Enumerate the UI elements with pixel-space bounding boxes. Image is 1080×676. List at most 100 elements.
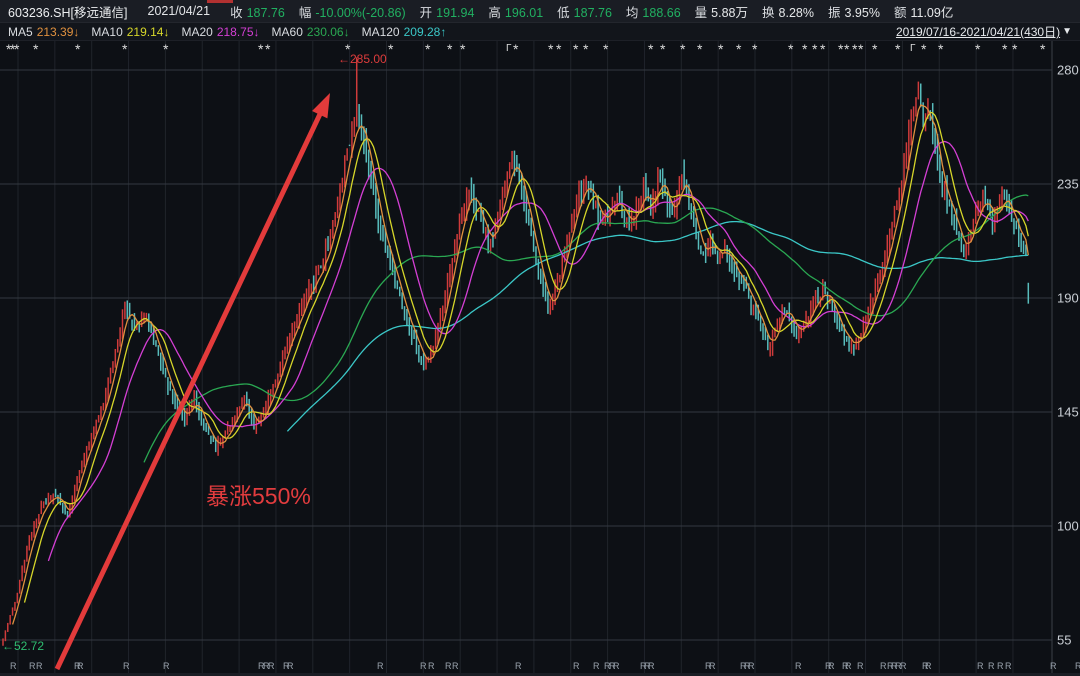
event-star-icon[interactable]: * (788, 41, 794, 57)
r-marker-icon[interactable]: R (420, 661, 427, 671)
r-marker-icon[interactable]: R (77, 661, 84, 671)
event-star-icon[interactable]: * (573, 41, 579, 57)
r-marker-icon[interactable]: R (997, 661, 1004, 671)
event-star-icon[interactable]: * (163, 41, 169, 57)
event-star-icon[interactable]: * (258, 41, 264, 57)
event-star-icon[interactable]: * (447, 41, 453, 57)
event-star-icon[interactable]: * (718, 41, 724, 57)
event-star-icon[interactable]: * (660, 41, 666, 57)
r-marker-icon[interactable]: R (887, 661, 894, 671)
r-marker-icon[interactable]: R (123, 661, 130, 671)
event-star-icon[interactable]: * (556, 41, 562, 57)
r-marker-icon[interactable]: R (573, 661, 580, 671)
r-marker-icon[interactable]: R (29, 661, 36, 671)
date-range-label[interactable]: 2019/07/16-2021/04/21(430日) (895, 25, 1061, 39)
chevron-down-icon[interactable]: ▼ (1062, 26, 1072, 37)
r-marker-icon[interactable]: R (922, 661, 929, 671)
r-marker-icon[interactable]: R (613, 661, 620, 671)
r-marker-icon[interactable]: R (828, 661, 835, 671)
event-star-icon[interactable]: * (697, 41, 703, 57)
event-star-icon[interactable]: * (1040, 41, 1046, 57)
event-star-icon[interactable]: * (844, 41, 850, 57)
bottom-scrollbar[interactable] (0, 673, 1080, 676)
r-marker-icon[interactable]: R (74, 661, 81, 671)
event-star-icon[interactable]: * (812, 41, 818, 57)
event-star-icon[interactable]: * (752, 41, 758, 57)
r-marker-icon[interactable]: R (268, 661, 275, 671)
ex-rights-icon[interactable]: Γ (910, 43, 916, 54)
r-marker-icon[interactable]: R (740, 661, 747, 671)
r-marker-icon[interactable]: R (705, 661, 712, 671)
r-marker-icon[interactable]: R (845, 661, 852, 671)
event-star-icon[interactable]: * (852, 41, 858, 57)
r-marker-icon[interactable]: R (644, 661, 651, 671)
event-star-icon[interactable]: * (1012, 41, 1018, 57)
event-star-icon[interactable]: * (75, 41, 81, 57)
r-marker-icon[interactable]: R (988, 661, 995, 671)
ex-rights-icon[interactable]: Γ (506, 43, 512, 54)
date-range-selector[interactable]: 2019/07/16-2021/04/21(430日) ▼ (896, 23, 1072, 40)
event-star-icon[interactable]: * (975, 41, 981, 57)
r-marker-icon[interactable]: R (258, 661, 265, 671)
r-marker-icon[interactable]: R (287, 661, 294, 671)
r-marker-icon[interactable]: R (900, 661, 907, 671)
event-star-icon[interactable]: * (460, 41, 466, 57)
r-marker-icon[interactable]: R (842, 661, 849, 671)
event-star-icon[interactable]: * (122, 41, 128, 57)
r-marker-icon[interactable]: R (593, 661, 600, 671)
r-marker-icon[interactable]: R (428, 661, 435, 671)
bottom-markers-layer[interactable]: R R R RR R R RRR RR R R R R R R R R RRR RRR RR RRR R RR RR R R RR… (10, 661, 1080, 671)
event-star-icon[interactable]: * (14, 41, 20, 57)
r-marker-icon[interactable]: R (795, 661, 802, 671)
r-marker-icon[interactable]: R (891, 661, 898, 671)
r-marker-icon[interactable]: R (709, 661, 716, 671)
r-marker-icon[interactable]: R (1075, 661, 1080, 671)
event-star-icon[interactable]: * (838, 41, 844, 57)
event-star-icon[interactable]: * (802, 41, 808, 57)
r-marker-icon[interactable]: R (515, 661, 522, 671)
event-star-icon[interactable]: * (648, 41, 654, 57)
event-star-icon[interactable]: * (736, 41, 742, 57)
r-marker-icon[interactable]: R (452, 661, 459, 671)
r-marker-icon[interactable]: R (445, 661, 452, 671)
event-star-icon[interactable]: * (265, 41, 271, 57)
r-marker-icon[interactable]: R (857, 661, 864, 671)
r-marker-icon[interactable]: R (1005, 661, 1012, 671)
event-star-icon[interactable]: * (513, 41, 519, 57)
r-marker-icon[interactable]: R (1050, 661, 1057, 671)
event-star-icon[interactable]: * (345, 41, 351, 57)
r-marker-icon[interactable]: R (825, 661, 832, 671)
r-marker-icon[interactable]: R (604, 661, 611, 671)
event-star-icon[interactable]: * (33, 41, 39, 57)
r-marker-icon[interactable]: R (895, 661, 902, 671)
event-star-icon[interactable]: * (388, 41, 394, 57)
event-star-icon[interactable]: * (10, 41, 16, 57)
event-star-icon[interactable]: * (6, 41, 12, 57)
event-markers-layer[interactable]: *** * * * * * * * * * * * * * * * * * * * * * * * * * * * * * * * * * * * * *… (6, 41, 1046, 57)
r-marker-icon[interactable]: R (748, 661, 755, 671)
event-star-icon[interactable]: * (603, 41, 609, 57)
r-marker-icon[interactable]: R (10, 661, 17, 671)
event-star-icon[interactable]: * (921, 41, 927, 57)
r-marker-icon[interactable]: R (880, 661, 887, 671)
event-star-icon[interactable]: * (872, 41, 878, 57)
r-marker-icon[interactable]: R (377, 661, 384, 671)
r-marker-icon[interactable]: R (163, 661, 170, 671)
r-marker-icon[interactable]: R (609, 661, 616, 671)
r-marker-icon[interactable]: R (36, 661, 43, 671)
r-marker-icon[interactable]: R (640, 661, 647, 671)
event-star-icon[interactable]: * (895, 41, 901, 57)
event-star-icon[interactable]: * (1002, 41, 1008, 57)
r-marker-icon[interactable]: R (977, 661, 984, 671)
event-star-icon[interactable]: * (583, 41, 589, 57)
event-star-icon[interactable]: * (820, 41, 826, 57)
event-star-icon[interactable]: * (680, 41, 686, 57)
event-star-icon[interactable]: * (858, 41, 864, 57)
r-marker-icon[interactable]: R (744, 661, 751, 671)
r-marker-icon[interactable]: R (283, 661, 290, 671)
event-star-icon[interactable]: * (938, 41, 944, 57)
r-marker-icon[interactable]: R (925, 661, 932, 671)
r-marker-icon[interactable]: R (648, 661, 655, 671)
event-star-icon[interactable]: * (548, 41, 554, 57)
